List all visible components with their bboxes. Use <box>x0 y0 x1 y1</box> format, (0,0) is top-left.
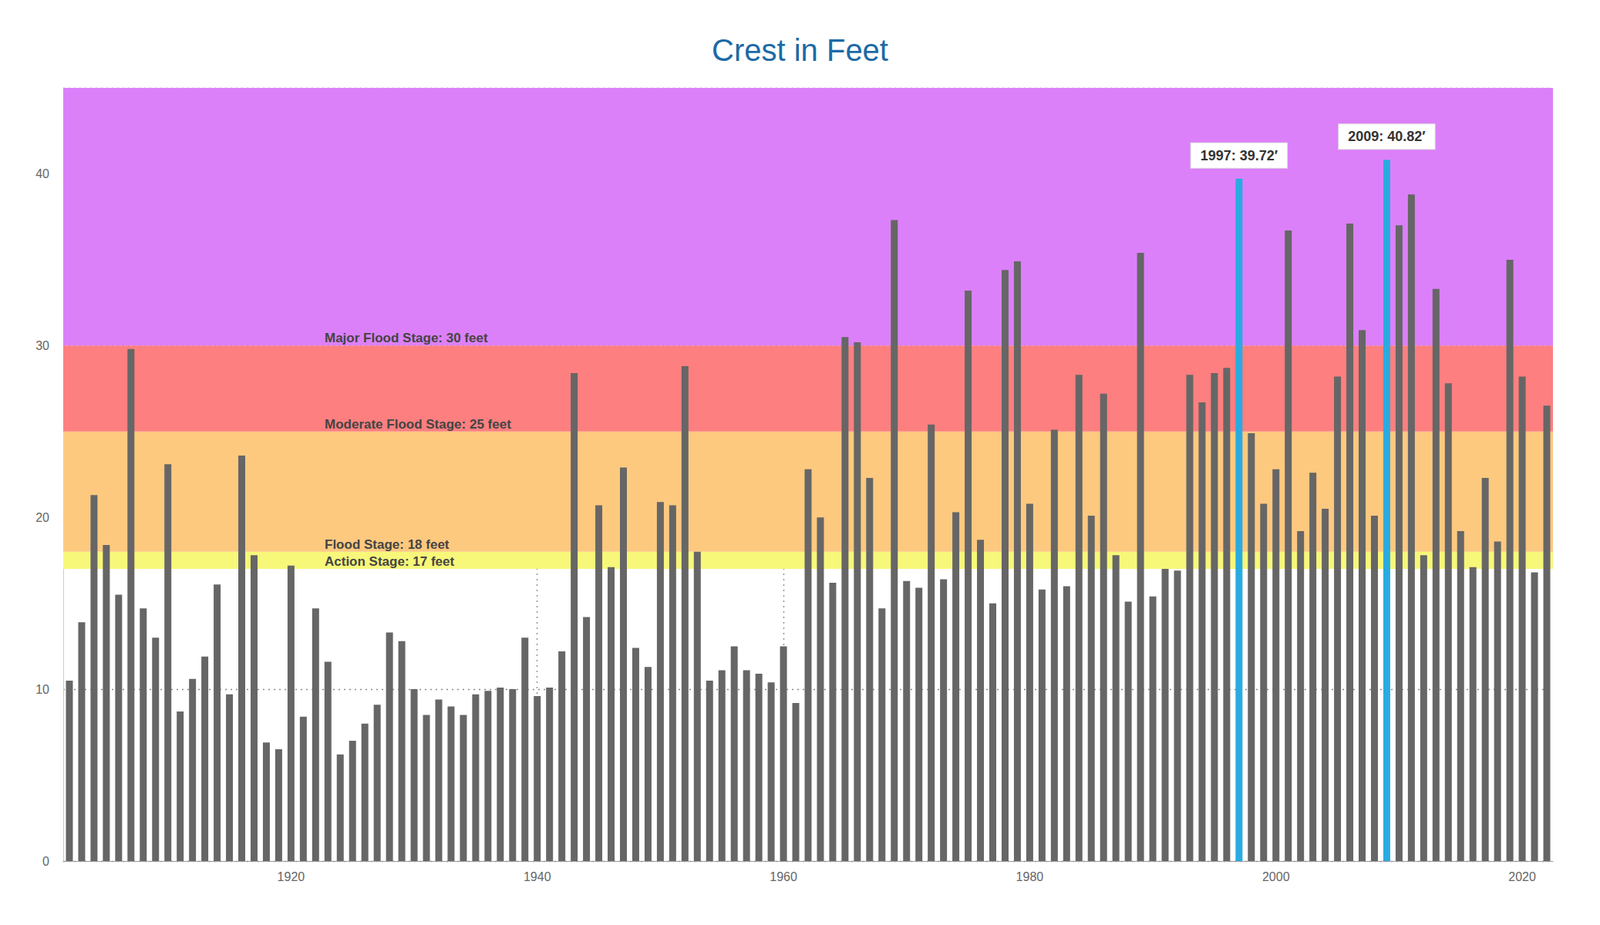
svg-text:2020: 2020 <box>1508 870 1536 884</box>
svg-text:1920: 1920 <box>277 870 306 884</box>
svg-text:10: 10 <box>35 683 50 697</box>
svg-text:1960: 1960 <box>769 870 798 884</box>
svg-text:Flood Stage: 18 feet: Flood Stage: 18 feet <box>324 537 450 553</box>
svg-text:1940: 1940 <box>523 870 552 884</box>
svg-text:30: 30 <box>35 339 50 353</box>
svg-text:Action Stage: 17 feet: Action Stage: 17 feet <box>324 554 455 570</box>
svg-text:Moderate Flood Stage: 25 feet: Moderate Flood Stage: 25 feet <box>324 417 512 432</box>
svg-text:2009: 40.82′: 2009: 40.82′ <box>1347 128 1425 145</box>
svg-text:2000: 2000 <box>1262 870 1291 884</box>
svg-text:0: 0 <box>42 855 50 869</box>
svg-text:Major Flood Stage: 30 feet: Major Flood Stage: 30 feet <box>324 330 489 346</box>
svg-text:40: 40 <box>35 167 50 181</box>
svg-text:Crest in Feet: Crest in Feet <box>711 33 889 68</box>
svg-text:1980: 1980 <box>1016 870 1045 884</box>
svg-text:1997: 39.72′: 1997: 39.72′ <box>1200 148 1278 164</box>
svg-text:20: 20 <box>35 511 50 525</box>
